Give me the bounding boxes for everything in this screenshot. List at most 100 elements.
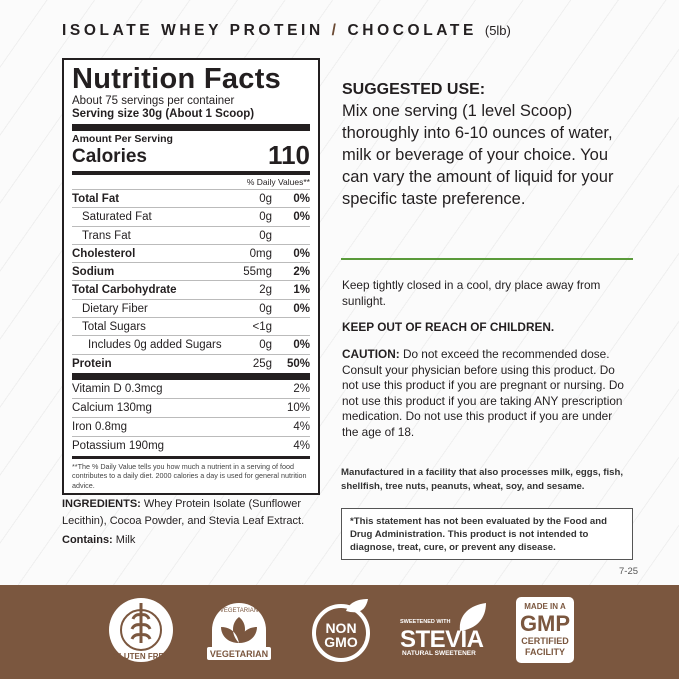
nutrient-amount: 0g: [259, 302, 272, 315]
divider-thick: [72, 124, 310, 131]
gluten-free-icon: GLUTEN FREE: [109, 598, 173, 662]
nutrient-name: Total Sugars: [82, 321, 146, 334]
stevia-icon: SWEETENED WITH STEVIA NATURAL SWEETENER: [400, 603, 486, 657]
nutrient-dv: 0%: [293, 247, 310, 260]
label-code: 7-25: [619, 566, 639, 577]
nutrient-dv: [272, 227, 310, 244]
product-name: ISOLATE WHEY PROTEIN: [62, 22, 324, 39]
caution-label: CAUTION:: [342, 347, 400, 361]
servings-per-container: About 75 servings per container: [72, 95, 235, 107]
vitamin-dv: 10%: [286, 401, 310, 414]
storage-text: Keep tightly closed in a cool, dry place…: [342, 278, 601, 308]
vitamin-row: Calcium 130mg 10%: [72, 399, 310, 418]
gluten-free-text: GLUTEN FREE: [113, 652, 170, 661]
amount-per-serving: Amount Per Serving: [72, 133, 173, 145]
nutrient-row: Saturated Fat 0g 0%: [72, 208, 310, 227]
vegetarian-text: VEGETARIAN: [210, 649, 268, 659]
nutrient-dv: [272, 318, 310, 335]
daily-value-header: % Daily Values**: [72, 175, 310, 190]
nutrient-row: Cholesterol 0mg 0%: [72, 245, 310, 264]
keep-out-warning: KEEP OUT OF REACH OF CHILDREN.: [342, 320, 555, 334]
nutrient-amount: 0g: [259, 229, 272, 242]
vegetarian-icon: VEGETARIAN VEGETARIAN: [207, 603, 271, 660]
vitamin-name: Calcium 130mg: [72, 401, 152, 414]
nutrient-row: Total Sugars <1g: [72, 318, 310, 337]
gmp-text: GMP: [520, 611, 570, 636]
nutrient-dv: 50%: [286, 357, 310, 370]
nutrient-name: Dietary Fiber: [82, 302, 148, 315]
gmp-top-text: MADE IN A: [524, 602, 566, 611]
nutrient-row: Trans Fat 0g: [72, 227, 310, 245]
gmp-certified-icon: MADE IN A GMP CERTIFIED FACILITY: [516, 597, 574, 663]
suggested-use: SUGGESTED USE: Mix one serving (1 level …: [342, 80, 637, 210]
stevia-bottom-text: NATURAL SWEETENER: [402, 650, 476, 657]
nutrient-amount: 0g: [259, 339, 272, 352]
size: (5lb): [484, 23, 511, 38]
vitamin-dv: 2%: [293, 382, 310, 395]
nutrient-name: Saturated Fat: [82, 211, 152, 224]
vitamin-rows: Vitamin D 0.3mcg 2% Calcium 130mg 10% Iron 0…: [72, 380, 310, 456]
nutrient-amount: 0mg: [249, 247, 272, 260]
nutrition-facts-panel: Nutrition Facts About 75 servings per co…: [62, 58, 320, 496]
nutrient-amount: 2g: [259, 284, 272, 297]
nutrient-amount: 55mg: [243, 266, 272, 279]
nutrient-row: Total Fat 0g 0%: [72, 190, 310, 209]
ingredients-text: Whey Protein Isolate (Sunflower Lecithin…: [62, 498, 305, 528]
nutrient-row: Dietary Fiber 0g 0%: [72, 300, 310, 319]
nutrient-row: Total Carbohydrate 2g 1%: [72, 281, 310, 300]
left-column: Nutrition Facts About 75 servings per co…: [62, 58, 324, 547]
nutrient-rows: Total Fat 0g 0% Saturated Fat 0g 0% Trans Fat 0…: [72, 190, 310, 373]
nutrient-row: Includes 0g added Sugars 0g 0%: [72, 336, 310, 355]
contains-text: Milk: [112, 534, 136, 547]
vitamin-name: Potassium 190mg: [72, 439, 165, 452]
vitamin-dv: 4%: [293, 420, 310, 433]
nutrient-dv: 1%: [293, 284, 310, 297]
ingredients-label: INGREDIENTS:: [62, 498, 141, 511]
calories-row: Calories 110: [72, 142, 310, 168]
vitamin-row: Potassium 190mg 4%: [72, 437, 310, 456]
vegetarian-arc-text: VEGETARIAN: [220, 608, 258, 614]
stevia-top-text: SWEETENED WITH: [400, 619, 450, 625]
contains: Contains: Milk: [62, 533, 324, 547]
gmo-text: GMO: [324, 634, 358, 650]
nutrient-amount: <1g: [252, 321, 272, 334]
nutrient-amount: 0g: [259, 211, 272, 224]
nutrient-dv: 0%: [293, 211, 310, 224]
nutrient-row: Sodium 55mg 2%: [72, 263, 310, 282]
suggested-use-text: Mix one serving (1 level Scoop) thorough…: [342, 102, 614, 208]
nutrient-name: Cholesterol: [72, 247, 136, 260]
nutrient-name: Includes 0g added Sugars: [88, 339, 222, 352]
calories-label: Calories: [72, 146, 147, 167]
nutrient-row: Protein 25g 50%: [72, 355, 310, 373]
serving-size: Serving size 30g (About 1 Scoop): [72, 108, 255, 120]
nutrient-dv: 0%: [293, 339, 310, 352]
stevia-text: STEVIA: [400, 626, 484, 653]
ingredients: INGREDIENTS: Whey Protein Isolate (Sunfl…: [62, 496, 324, 530]
caution-text: Do not exceed the recommended dose. Cons…: [342, 347, 624, 439]
product-title: ISOLATE WHEY PROTEIN / CHOCOLATE (5lb): [62, 22, 511, 40]
contains-label: Contains:: [62, 534, 113, 547]
divider-medium: [72, 171, 310, 175]
vitamin-name: Iron 0.8mg: [72, 420, 127, 433]
vitamin-row: Iron 0.8mg 4%: [72, 418, 310, 437]
calories-value: 110: [268, 140, 310, 170]
badge-band: GLUTEN FREE VEGETARIAN VEGETARIAN NON GM…: [0, 585, 679, 679]
nutrient-name: Trans Fat: [82, 229, 131, 242]
vitamin-dv: 4%: [293, 439, 310, 452]
vitamin-row: Vitamin D 0.3mcg 2%: [72, 380, 310, 399]
nutrient-name: Sodium: [72, 266, 115, 279]
divider-thick: [72, 372, 310, 380]
nutrient-name: Protein: [72, 357, 112, 370]
fda-disclaimer: *This statement has not been evaluated b…: [341, 508, 633, 560]
nutrient-name: Total Carbohydrate: [72, 284, 177, 297]
nutrition-title: Nutrition Facts: [72, 63, 282, 95]
footnote: **The % Daily Value tells you how much a…: [72, 455, 310, 491]
flavor: CHOCOLATE: [347, 22, 477, 39]
non-text: NON: [325, 620, 356, 636]
green-divider: [341, 258, 633, 260]
title-separator: /: [331, 22, 340, 39]
non-gmo-icon: NON GMO: [312, 599, 370, 662]
nutrient-amount: 25g: [252, 357, 272, 370]
nutrient-dv: 2%: [293, 266, 310, 279]
gmp-certified-text: CERTIFIED: [521, 636, 569, 646]
